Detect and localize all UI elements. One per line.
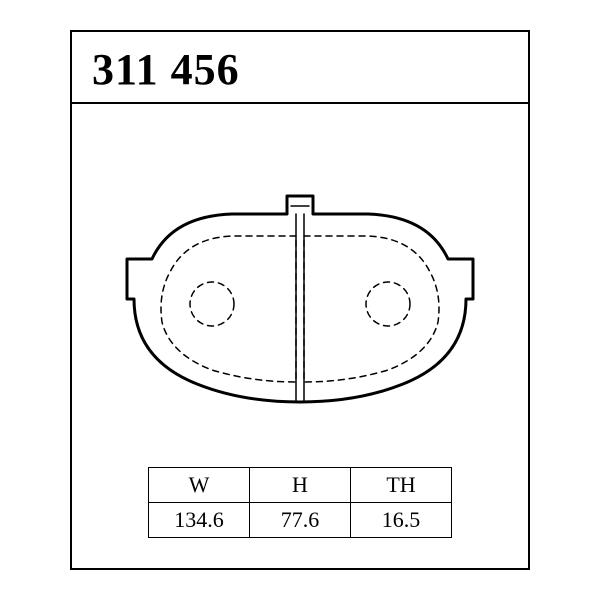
page: 311 456 W H TH [0, 0, 600, 600]
locator-circle-left [190, 282, 234, 326]
dim-header-th: TH [351, 468, 452, 503]
dim-header-w: W [149, 468, 250, 503]
dimension-table: W H TH 134.6 77.6 16.5 [148, 467, 452, 538]
spec-frame: 311 456 W H TH [70, 30, 530, 570]
brake-pad-drawing [72, 104, 528, 464]
table-row: W H TH [149, 468, 452, 503]
dim-value-h: 77.6 [250, 503, 351, 538]
part-number: 311 456 [92, 44, 240, 95]
dim-header-h: H [250, 468, 351, 503]
locator-circle-right [366, 282, 410, 326]
table-row: 134.6 77.6 16.5 [149, 503, 452, 538]
friction-material-dashed [161, 236, 439, 382]
backing-plate-outline [127, 196, 473, 402]
dim-value-th: 16.5 [351, 503, 452, 538]
dim-value-w: 134.6 [149, 503, 250, 538]
